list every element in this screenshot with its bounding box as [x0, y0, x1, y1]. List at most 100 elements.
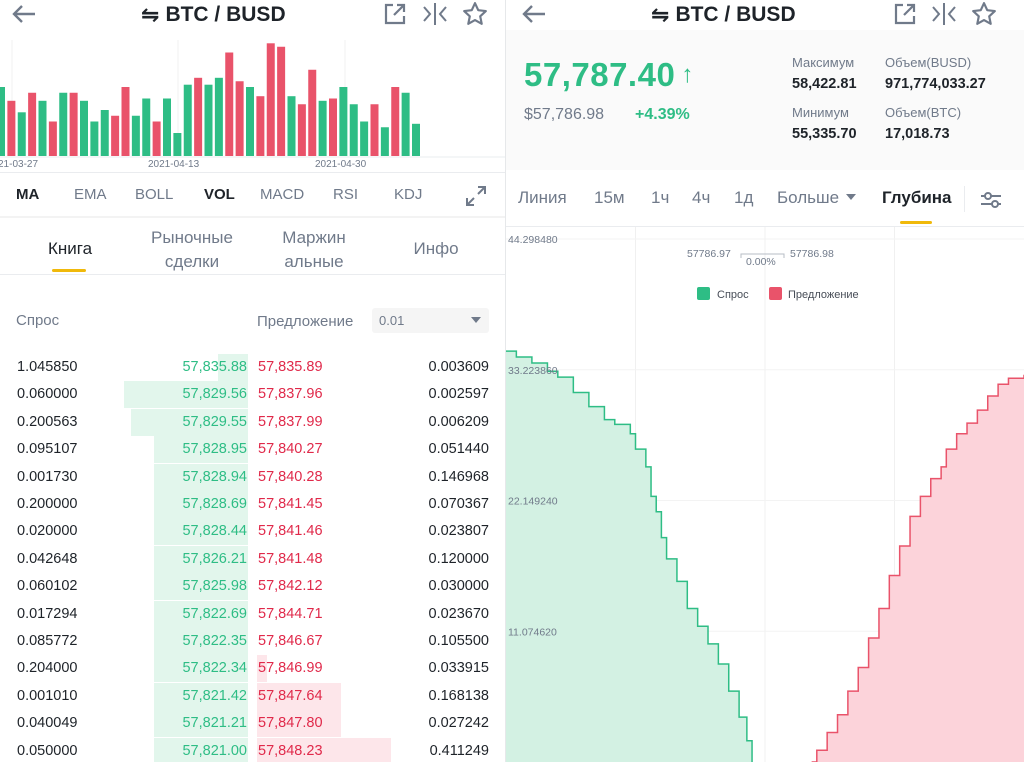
- compare-icon[interactable]: [929, 0, 959, 28]
- back-arrow-icon[interactable]: [8, 0, 40, 28]
- compare-icon[interactable]: [420, 0, 450, 28]
- orderbook-row[interactable]: 0.085772 57,822.35 57,846.67 0.105500: [0, 628, 505, 655]
- orderbook-row[interactable]: 0.095107 57,828.95 57,840.27 0.051440: [0, 436, 505, 464]
- divider: [964, 186, 965, 212]
- ask-depth-bar: [257, 655, 267, 683]
- volume-bar: [204, 84, 213, 156]
- orderbook-row[interactable]: 0.050000 57,821.00 57,848.23 0.411249: [0, 737, 505, 762]
- external-link-icon[interactable]: [890, 0, 920, 28]
- bid-qty: 0.042648: [17, 550, 78, 567]
- bid-qty: 0.060102: [17, 578, 78, 595]
- back-arrow-icon[interactable]: [518, 0, 550, 28]
- orderbook-row[interactable]: 0.200000 57,828.69 57,841.45 0.070367: [0, 491, 505, 518]
- ask-qty: 0.023670: [428, 605, 489, 622]
- bid-depth-bar: [124, 381, 248, 409]
- bid-depth-bar: [153, 628, 248, 655]
- ask-qty: 0.168138: [428, 687, 489, 704]
- orderbook-row[interactable]: 0.200563 57,829.55 57,837.99 0.006209: [0, 408, 505, 436]
- volume-base-label: Объем(BTC): [885, 105, 962, 120]
- last-price-value: 57,787.40: [524, 56, 676, 93]
- timeframe-more[interactable]: Больше: [777, 188, 856, 208]
- ask-price: 57,837.96: [258, 386, 323, 403]
- timeframe-1d[interactable]: 1д: [734, 188, 754, 207]
- tab-market-trades[interactable]: Рыночные сделки: [151, 228, 233, 271]
- timeframe-depth[interactable]: Глубина: [882, 188, 952, 207]
- ticker-summary: [506, 30, 1024, 170]
- chevron-down-icon: [471, 317, 481, 323]
- step-select[interactable]: 0.01: [372, 308, 489, 333]
- pair-selector[interactable]: ⇋ BTC / BUSD: [141, 2, 286, 28]
- volume-bar: [318, 100, 327, 156]
- tab-margin[interactable]: Маржин альные: [282, 228, 346, 271]
- bid-price: 57,829.56: [182, 386, 247, 403]
- depth-chart[interactable]: 44.298480 33.223860 22.149240 11.074620 5778…: [506, 227, 1024, 762]
- orderbook-row[interactable]: 0.001010 57,821.42 57,847.64 0.168138: [0, 682, 505, 710]
- tab-info[interactable]: Инфо: [413, 239, 459, 258]
- fullscreen-icon[interactable]: [462, 182, 490, 210]
- orderbook-row[interactable]: 0.204000 57,822.34 57,846.99 0.033915: [0, 655, 505, 683]
- ask-price: 57,847.64: [258, 687, 323, 704]
- ask-price: 57,842.12: [258, 578, 323, 595]
- bid-price: 57,828.69: [182, 496, 247, 512]
- mid-bid-price: 57786.97: [687, 248, 731, 260]
- ask-price: 57,837.99: [258, 413, 323, 430]
- bid-price: 57,825.98: [182, 578, 247, 595]
- indicator-ema[interactable]: EMA: [74, 186, 107, 203]
- star-icon[interactable]: [969, 0, 999, 28]
- ask-depth-area: [811, 374, 1024, 762]
- timeframe-4h[interactable]: 4ч: [692, 188, 711, 207]
- indicator-kdj[interactable]: KDJ: [394, 186, 423, 203]
- bid-qty: 0.200000: [17, 496, 78, 512]
- divider: [506, 226, 1024, 227]
- star-icon[interactable]: [460, 0, 490, 28]
- volume-bar: [7, 100, 16, 156]
- volume-bar: [297, 104, 306, 156]
- indicator-boll[interactable]: BOLL: [135, 186, 174, 203]
- bid-depth-bar: [153, 545, 248, 573]
- timeframe-15m[interactable]: 15м: [594, 188, 625, 207]
- volume-bar: [152, 121, 161, 156]
- indicator-rsi[interactable]: RSI: [333, 186, 359, 203]
- indicator-vol[interactable]: VOL: [204, 186, 235, 203]
- orderbook-row[interactable]: 0.060000 57,829.56 57,837.96 0.002597: [0, 381, 505, 409]
- external-link-icon[interactable]: [380, 0, 410, 28]
- ask-qty: 0.033915: [428, 660, 489, 677]
- timeframe-1h[interactable]: 1ч: [651, 188, 670, 207]
- bid-price: 57,821.00: [182, 742, 247, 759]
- pair-selector[interactable]: ⇋ BTC / BUSD: [651, 2, 796, 28]
- orderbook-row[interactable]: 0.060102 57,825.98 57,842.12 0.030000: [0, 573, 505, 601]
- bid-price: 57,828.95: [182, 441, 247, 458]
- bid-depth-bar: [153, 463, 248, 491]
- orderbook-row[interactable]: 0.001730 57,828.94 57,840.28 0.146968: [0, 463, 505, 491]
- volume-bar: [266, 43, 275, 156]
- orderbook-row[interactable]: 0.020000 57,828.44 57,841.46 0.023807: [0, 518, 505, 546]
- volume-bar: [214, 77, 223, 156]
- bid-depth-bar: [153, 573, 248, 601]
- orderbook-row[interactable]: 0.042648 57,826.21 57,841.48 0.120000: [0, 545, 505, 573]
- timeframe-line[interactable]: Линия: [518, 188, 567, 207]
- last-price: 57,787.40 ↑: [524, 56, 694, 94]
- bid-price: 57,829.55: [182, 413, 247, 430]
- timeframe-more-label: Больше: [777, 188, 840, 207]
- settings-sliders-icon[interactable]: [976, 186, 1006, 214]
- orderbook-row[interactable]: 1.045850 57,835.88 57,835.89 0.003609: [0, 354, 505, 381]
- volume-bar: [349, 104, 358, 156]
- volume-bar: [339, 87, 348, 156]
- volume-bar: [131, 115, 140, 156]
- orderbook-row[interactable]: 0.040049 57,821.21 57,847.80 0.027242: [0, 710, 505, 738]
- ask-price: 57,841.46: [258, 523, 323, 540]
- orderbook-row[interactable]: 0.017294 57,822.69 57,844.71 0.023670: [0, 600, 505, 628]
- tab-book[interactable]: Книга: [47, 239, 93, 258]
- low-label: Минимум: [792, 105, 849, 120]
- ask-qty: 0.146968: [428, 468, 489, 485]
- volume-bar: [380, 127, 389, 156]
- volume-bar: [173, 133, 182, 156]
- ask-qty: 0.002597: [428, 386, 489, 403]
- price-usd: $57,786.98: [524, 106, 605, 123]
- volume-chart[interactable]: 21-03-27 2021-04-13 2021-04-30: [0, 40, 505, 170]
- divider: [0, 216, 505, 218]
- bid-qty: 0.001730: [17, 468, 78, 485]
- volume-base-value: 17,018.73: [885, 126, 950, 142]
- indicator-macd[interactable]: MACD: [260, 186, 305, 203]
- indicator-ma[interactable]: MA: [16, 186, 40, 203]
